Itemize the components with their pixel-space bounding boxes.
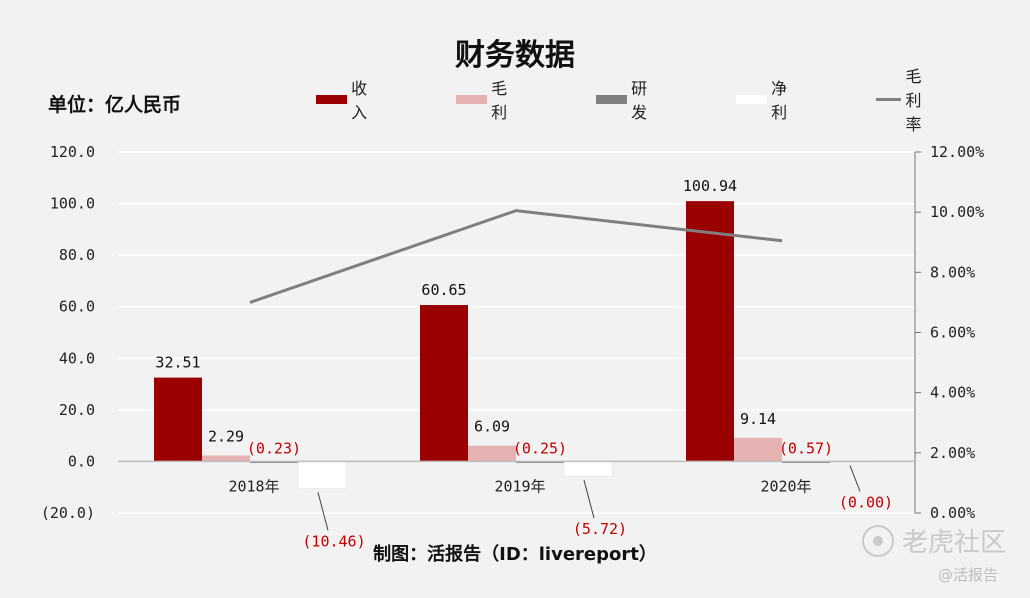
legend-item-gross-profit: 毛利 [456,79,516,122]
y-right-tick-label: 0.00% [930,504,975,522]
y-left-tick-label: (20.0) [41,504,95,522]
y-left-tick-label: 80.0 [59,246,95,264]
unit-label: 单位：亿人民币 [48,94,182,116]
legend-swatch-gross-profit [456,94,488,104]
data-label: 32.51 [155,354,200,372]
legend-label: 毛利 [491,79,508,122]
gross-margin-line [249,209,783,304]
data-label: (10.46) [302,532,365,550]
legend-item-net-profit: 净利 [736,79,796,122]
legend-swatch-revenue [316,94,348,104]
data-label-leader [583,480,595,519]
data-label: (5.72) [573,520,627,538]
data-label: 100.94 [683,177,737,195]
x-tick-label: 2018年 [228,477,279,495]
legend-label: 净利 [771,79,788,122]
legend-swatch-rnd [596,94,628,104]
legend-item-gross-margin: 毛利率 [876,67,936,134]
y-right-tick-label: 4.00% [930,384,975,402]
bar-1 [734,437,782,462]
legend-label: 毛利率 [905,67,922,134]
y-left-tick-label: 60.0 [59,298,95,316]
legend-label: 研发 [631,79,648,122]
chart-title: 财务数据 [455,38,575,73]
data-label: 60.65 [421,281,466,299]
data-label: (0.23) [247,439,301,457]
y-right-tick-label: 8.00% [930,263,975,281]
watermark-sub: @活报告 [938,566,999,584]
bar-3 [563,461,613,477]
data-label: (0.57) [779,439,833,457]
x-tick-label: 2020年 [760,477,811,495]
data-label: (0.00) [839,493,893,511]
y-left-tick-label: 20.0 [59,401,95,419]
bar-0 [420,305,468,462]
bar-3 [297,461,347,489]
bar-1 [468,445,516,462]
legend-swatch-net-profit [736,94,768,104]
y-left-tick-label: 100.0 [50,195,95,213]
credit-text: 制图：活报告（ID：livereport） [373,544,657,565]
legend-item-rnd: 研发 [596,79,656,122]
legend-swatch-gross-margin [876,97,902,101]
watermark: 老虎社区 [862,522,1006,559]
bar-0 [154,377,202,462]
y-right-tick-label: 6.00% [930,324,975,342]
bar-0 [686,201,734,462]
legend-label: 收入 [351,79,368,122]
y-right-tick-label: 2.00% [930,444,975,462]
data-label: 6.09 [474,418,510,436]
y-left-tick-label: 120.0 [50,143,95,161]
legend-item-revenue: 收入 [316,79,376,122]
bar-1 [202,455,250,462]
watermark-text: 老虎社区 [902,528,1007,558]
data-label-leader [317,492,329,531]
data-label-leader [849,465,861,492]
y-right-tick-label: 12.00% [930,143,984,161]
y-right-tick-label: 10.00% [930,203,984,221]
watermark-logo-icon [862,524,894,557]
data-label: 2.29 [208,428,244,446]
data-label: 9.14 [740,410,776,428]
y-left-tick-label: 0.0 [68,452,95,470]
y-left-tick-label: 40.0 [59,349,95,367]
x-tick-label: 2019年 [494,477,545,495]
data-label: (0.25) [513,439,567,457]
